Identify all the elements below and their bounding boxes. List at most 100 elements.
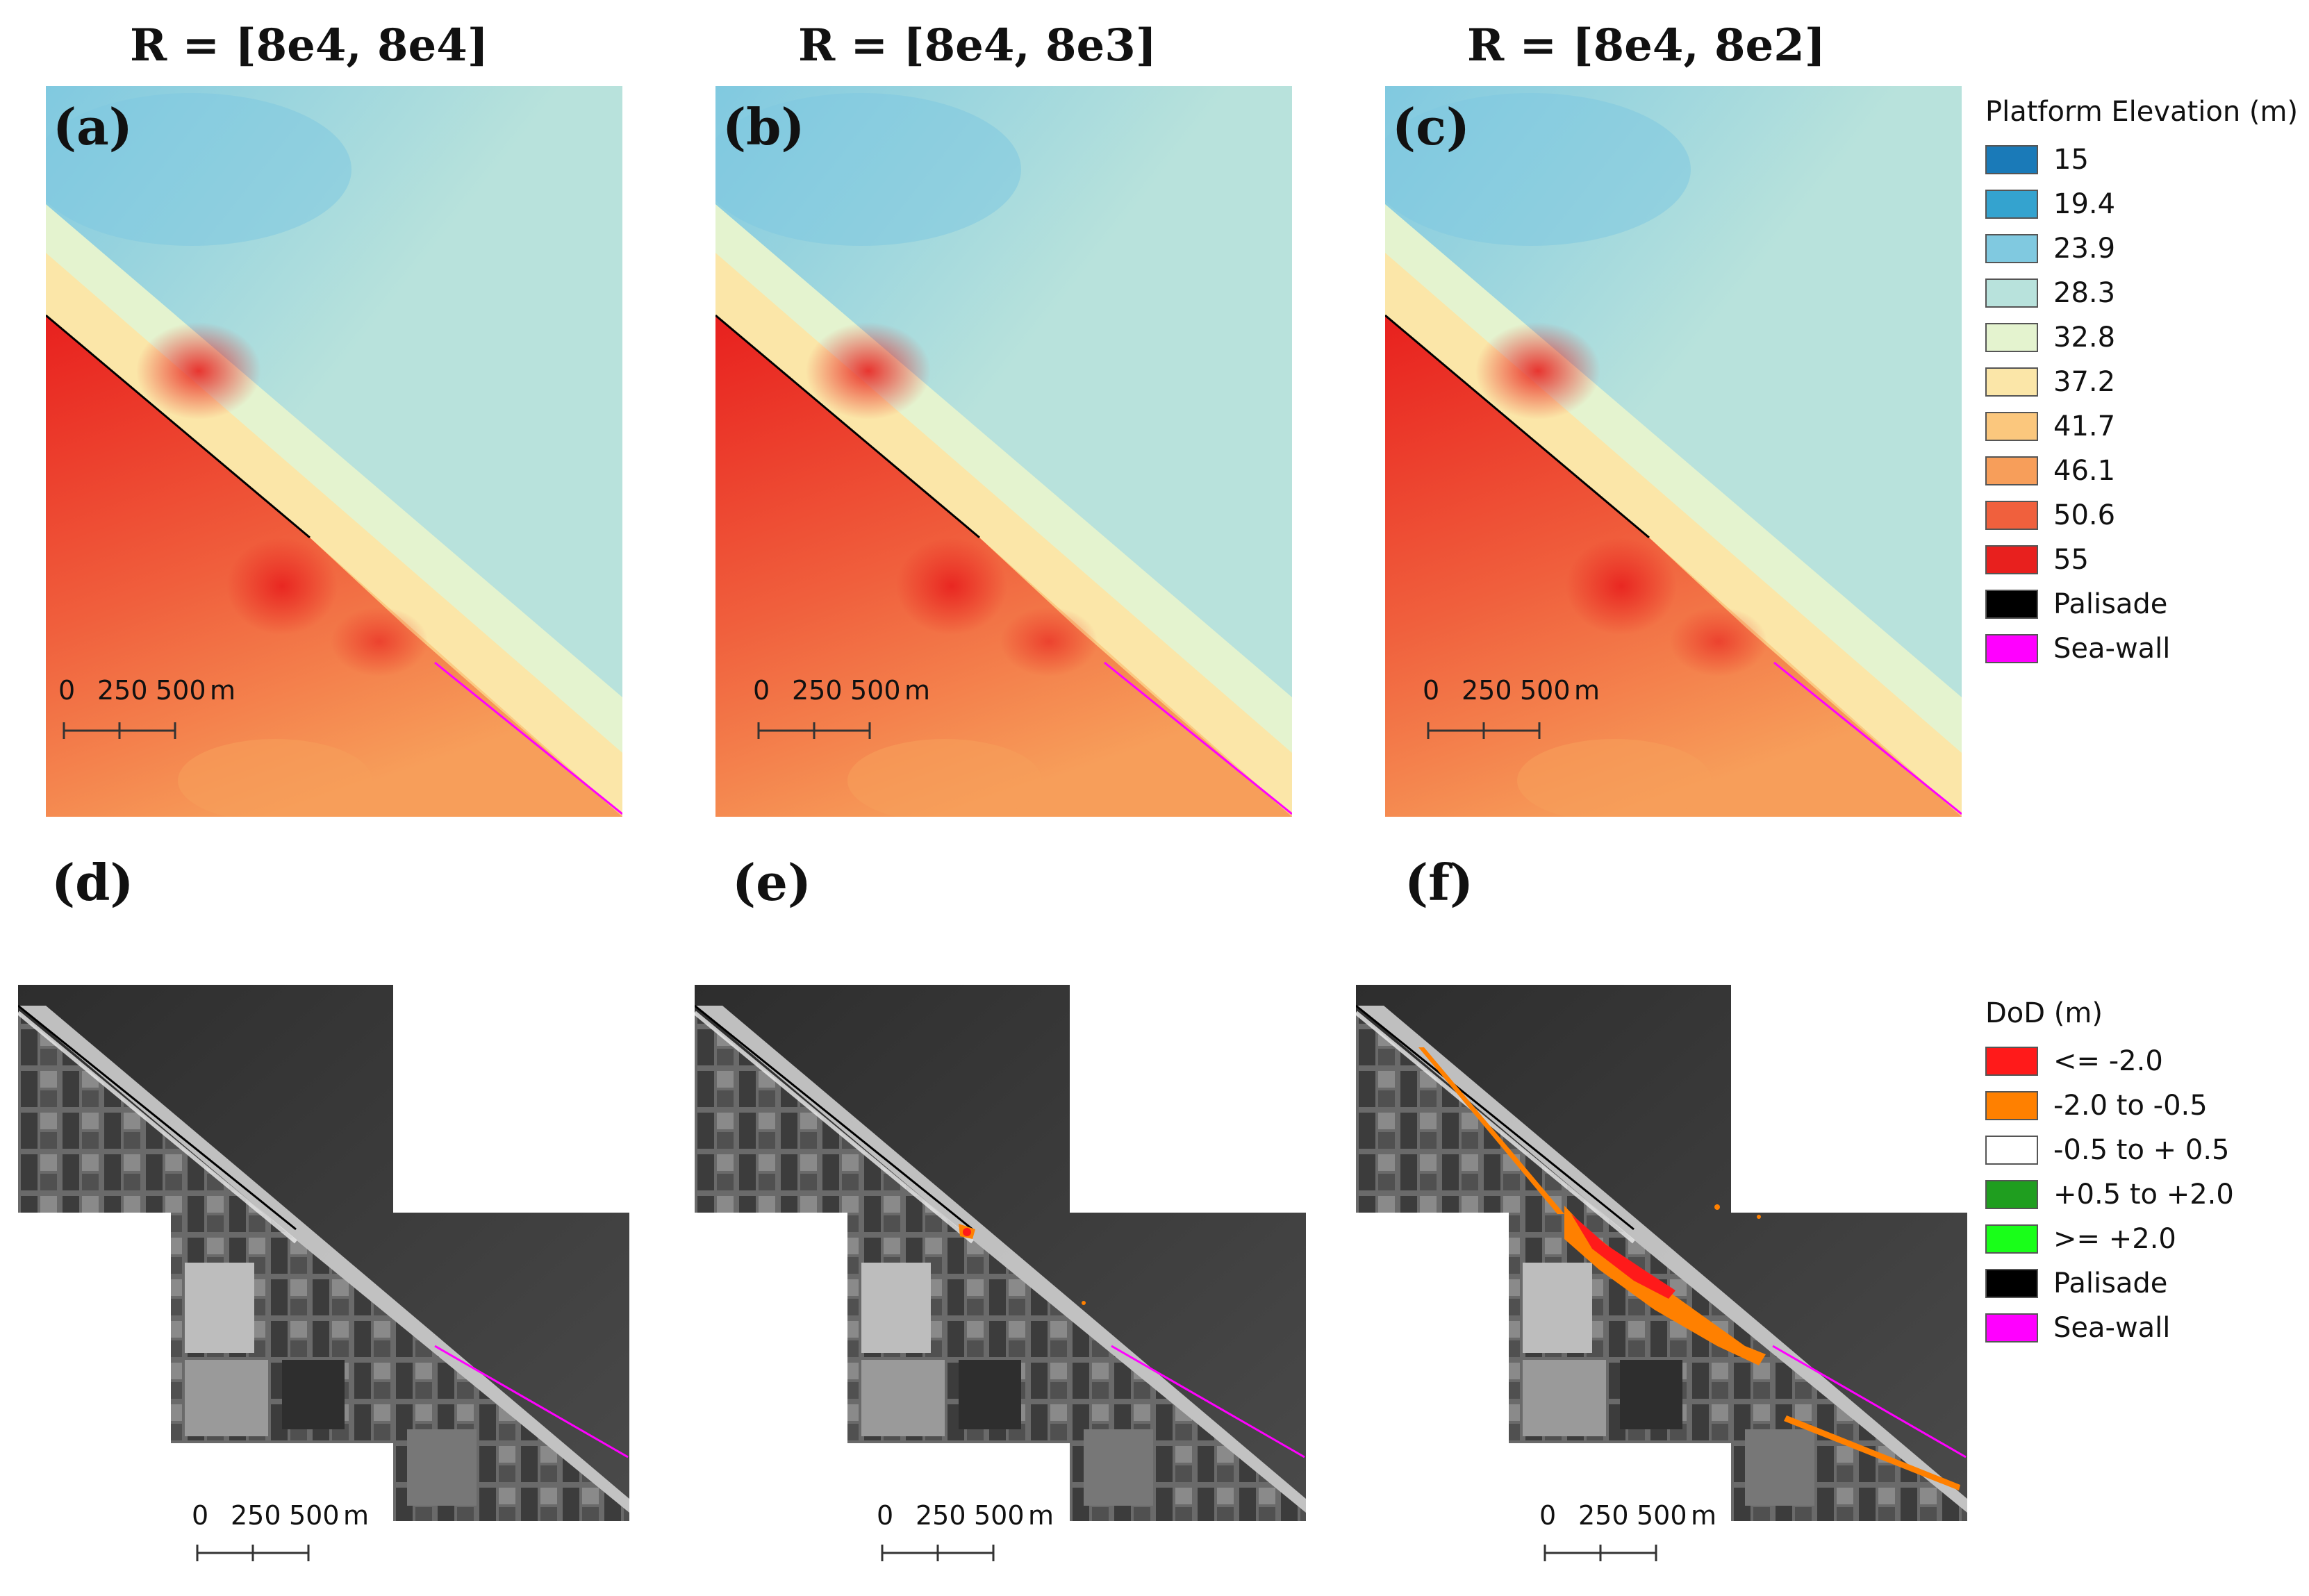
legend-label: 15 [2053, 144, 2089, 176]
scale-label-250: 250 [916, 1500, 966, 1531]
scale-unit: m [1028, 1500, 1054, 1531]
legend-label: -2.0 to -0.5 [2053, 1090, 2208, 1122]
scale-line [196, 1545, 310, 1561]
legend-item: 19.4 [1985, 182, 2298, 226]
legend-label: 32.8 [2053, 322, 2116, 354]
scale-label-0: 0 [753, 675, 770, 706]
legend-swatch [1985, 1180, 2038, 1209]
scale-label-250: 250 [97, 675, 148, 706]
scale-label-500: 500 [156, 675, 206, 706]
legend-item: 28.3 [1985, 271, 2298, 315]
legend-label: Palisade [2053, 588, 2168, 620]
legend-swatch [1985, 590, 2038, 619]
panel-label-d: (d) [51, 853, 134, 912]
legend-swatch [1985, 1269, 2038, 1298]
legend-item: -2.0 to -0.5 [1985, 1083, 2234, 1128]
panel-label-c: (c) [1392, 97, 1470, 156]
legend-item: 55 [1985, 538, 2298, 582]
legend-item: 50.6 [1985, 493, 2298, 538]
legend-label: 50.6 [2053, 499, 2116, 531]
dod-map-d [18, 985, 629, 1521]
legend-swatch [1985, 1224, 2038, 1254]
legend-label: Sea-wall [2053, 1312, 2171, 1344]
legend-swatch [1985, 1136, 2038, 1165]
scale-label-250: 250 [792, 675, 843, 706]
scale-label-0: 0 [192, 1500, 209, 1531]
legend-swatch [1985, 1047, 2038, 1076]
panel-label-e: (e) [732, 853, 811, 912]
legend-swatch [1985, 279, 2038, 308]
scale-unit: m [1691, 1500, 1717, 1531]
legend-label: 28.3 [2053, 277, 2116, 309]
scale-label-250: 250 [231, 1500, 281, 1531]
legend-label: 46.1 [2053, 455, 2116, 487]
scale-line [1427, 722, 1541, 739]
column-title-2: R = [8e4, 8e3] [797, 19, 1157, 72]
legend-item: Sea-wall [1985, 1306, 2234, 1350]
elevation-map-c [1385, 86, 1962, 817]
legend-swatch [1985, 1091, 2038, 1120]
scale-unit: m [343, 1500, 370, 1531]
legend-label: 41.7 [2053, 410, 2116, 442]
scale-line [757, 722, 871, 739]
legend-label: 37.2 [2053, 366, 2116, 398]
legend-label: <= -2.0 [2053, 1045, 2163, 1077]
elevation-legend: Platform Elevation (m) 15 19.4 23.9 28.3 32.… [1985, 96, 2298, 671]
legend-label: Palisade [2053, 1267, 2168, 1299]
scale-label-250: 250 [1462, 675, 1512, 706]
legend-label: 23.9 [2053, 233, 2116, 265]
legend-label: >= +2.0 [2053, 1223, 2176, 1255]
legend-swatch [1985, 501, 2038, 530]
elevation-legend-title: Platform Elevation (m) [1985, 96, 2299, 128]
scale-label-500: 500 [974, 1500, 1025, 1531]
scale-unit: m [1574, 675, 1600, 706]
column-title-3: R = [8e4, 8e2] [1466, 19, 1826, 72]
legend-swatch [1985, 145, 2038, 174]
legend-item: 32.8 [1985, 315, 2298, 360]
scale-label-250: 250 [1578, 1500, 1629, 1531]
dod-map-f [1356, 985, 1967, 1521]
scale-label-0: 0 [58, 675, 76, 706]
dod-legend: DoD (m) <= -2.0 -2.0 to -0.5 -0.5 to + 0.5… [1985, 997, 2234, 1350]
legend-item: +0.5 to +2.0 [1985, 1172, 2234, 1217]
panel-label-b: (b) [722, 97, 805, 156]
legend-swatch [1985, 634, 2038, 663]
legend-item: >= +2.0 [1985, 1217, 2234, 1261]
scale-label-0: 0 [1423, 675, 1440, 706]
legend-item: Palisade [1985, 582, 2298, 626]
legend-swatch [1985, 412, 2038, 441]
legend-swatch [1985, 190, 2038, 219]
scale-line [63, 722, 176, 739]
legend-item: -0.5 to + 0.5 [1985, 1128, 2234, 1172]
legend-swatch [1985, 456, 2038, 485]
panel-label-f: (f) [1405, 853, 1474, 912]
elevation-map-a [46, 86, 622, 817]
scale-label-0: 0 [1539, 1500, 1557, 1531]
scale-line [1544, 1545, 1657, 1561]
legend-item: 41.7 [1985, 404, 2298, 449]
legend-swatch [1985, 234, 2038, 263]
scale-unit: m [210, 675, 236, 706]
legend-label: 19.4 [2053, 188, 2116, 220]
scale-label-500: 500 [850, 675, 901, 706]
legend-item: Sea-wall [1985, 626, 2298, 671]
legend-label: Sea-wall [2053, 633, 2171, 665]
scale-unit: m [904, 675, 931, 706]
panel-label-a: (a) [53, 97, 133, 156]
legend-item: 15 [1985, 138, 2298, 182]
legend-item: 37.2 [1985, 360, 2298, 404]
elevation-map-b [715, 86, 1292, 817]
legend-label: 55 [2053, 544, 2089, 576]
scale-line [881, 1545, 995, 1561]
column-title-1: R = [8e4, 8e4] [129, 19, 489, 72]
scale-label-500: 500 [1637, 1500, 1687, 1531]
legend-swatch [1985, 545, 2038, 574]
legend-item: 23.9 [1985, 226, 2298, 271]
legend-swatch [1985, 367, 2038, 397]
dod-legend-title: DoD (m) [1985, 997, 2103, 1029]
legend-item: 46.1 [1985, 449, 2298, 493]
legend-swatch [1985, 1313, 2038, 1343]
legend-label: -0.5 to + 0.5 [2053, 1134, 2230, 1166]
legend-label: +0.5 to +2.0 [2053, 1179, 2234, 1211]
elevation-legend-items: 15 19.4 23.9 28.3 32.8 37.2 41.7 46.1 50.6 55 Pali… [1985, 138, 2298, 671]
